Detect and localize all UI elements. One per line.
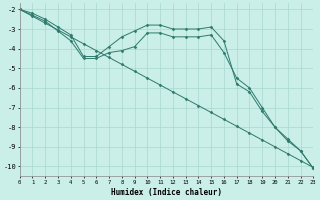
X-axis label: Humidex (Indice chaleur): Humidex (Indice chaleur)	[111, 188, 222, 197]
